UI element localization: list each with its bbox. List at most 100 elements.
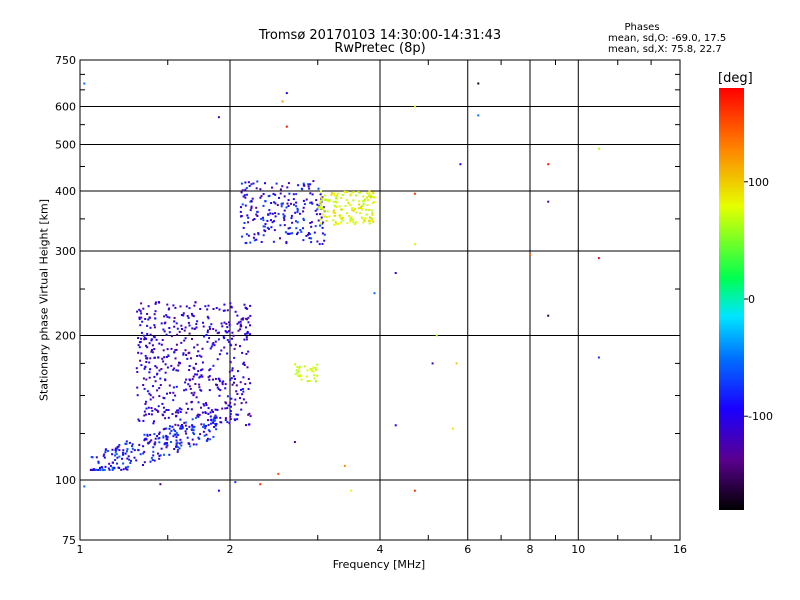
data-point bbox=[137, 337, 140, 339]
data-point bbox=[162, 436, 165, 439]
data-point bbox=[147, 305, 150, 308]
phases-o-mode: mean, sd,O: -69.0, 17.5 bbox=[608, 33, 727, 44]
data-point bbox=[144, 366, 147, 368]
data-point bbox=[224, 330, 227, 332]
data-point bbox=[175, 385, 178, 388]
data-point bbox=[305, 375, 308, 378]
data-point bbox=[345, 198, 348, 201]
data-point bbox=[266, 219, 269, 222]
data-point bbox=[351, 209, 354, 212]
data-point bbox=[210, 409, 213, 412]
data-point bbox=[231, 331, 234, 334]
data-point bbox=[157, 356, 160, 359]
data-point bbox=[336, 201, 338, 204]
data-point bbox=[133, 456, 136, 459]
data-point bbox=[226, 309, 229, 312]
data-point bbox=[283, 215, 286, 218]
data-point bbox=[151, 344, 154, 347]
data-point bbox=[207, 304, 210, 307]
data-point bbox=[185, 305, 188, 308]
data-point bbox=[164, 443, 167, 446]
data-point bbox=[193, 391, 196, 394]
data-point bbox=[138, 346, 141, 349]
data-point bbox=[199, 375, 202, 378]
data-point bbox=[455, 362, 458, 365]
data-point bbox=[302, 219, 305, 222]
data-point bbox=[290, 217, 293, 220]
data-point bbox=[196, 320, 199, 323]
data-point bbox=[149, 394, 152, 397]
data-point bbox=[230, 344, 233, 347]
data-point bbox=[138, 308, 141, 311]
data-point bbox=[158, 457, 161, 460]
data-point bbox=[240, 388, 242, 391]
data-point bbox=[180, 341, 183, 344]
data-point bbox=[176, 446, 179, 449]
data-point bbox=[139, 359, 142, 362]
data-point bbox=[116, 446, 119, 449]
data-point bbox=[154, 310, 157, 313]
data-point bbox=[209, 411, 212, 414]
data-point bbox=[125, 440, 128, 443]
data-point bbox=[245, 353, 248, 355]
data-point bbox=[204, 425, 207, 428]
data-point bbox=[142, 334, 145, 337]
data-point bbox=[167, 416, 170, 419]
data-point bbox=[349, 217, 352, 220]
data-point bbox=[247, 388, 250, 390]
y-tick-label: 200 bbox=[55, 330, 76, 343]
data-point bbox=[213, 419, 215, 422]
data-point bbox=[224, 419, 227, 422]
data-point bbox=[247, 216, 250, 219]
data-point bbox=[92, 468, 95, 471]
data-point bbox=[230, 306, 233, 309]
data-point bbox=[296, 207, 299, 210]
phases-title: Phases bbox=[624, 22, 660, 33]
data-point bbox=[309, 192, 312, 195]
data-point bbox=[179, 425, 182, 428]
data-point bbox=[362, 200, 365, 203]
data-point bbox=[126, 448, 129, 451]
x-tick-label: 16 bbox=[673, 543, 687, 556]
data-point bbox=[208, 369, 211, 372]
data-point bbox=[345, 212, 348, 215]
data-point bbox=[243, 338, 246, 341]
data-point bbox=[145, 337, 147, 340]
data-point bbox=[230, 377, 233, 380]
data-point bbox=[154, 441, 157, 444]
data-point bbox=[153, 459, 156, 462]
data-point bbox=[191, 327, 194, 330]
data-point bbox=[237, 329, 240, 332]
data-point bbox=[142, 419, 145, 422]
data-point bbox=[296, 233, 298, 236]
data-point bbox=[153, 420, 155, 423]
data-point bbox=[371, 218, 374, 221]
data-point bbox=[181, 424, 183, 426]
data-point bbox=[202, 321, 204, 324]
data-point bbox=[294, 211, 297, 214]
data-point bbox=[223, 303, 226, 306]
data-point bbox=[183, 421, 186, 424]
data-point bbox=[214, 424, 217, 427]
data-point bbox=[146, 433, 149, 436]
data-point bbox=[136, 394, 139, 397]
data-point bbox=[176, 449, 179, 452]
data-point bbox=[335, 222, 338, 225]
data-point bbox=[218, 353, 221, 356]
data-point bbox=[322, 221, 325, 224]
data-point bbox=[180, 444, 183, 447]
data-point bbox=[184, 349, 187, 352]
data-point bbox=[154, 301, 157, 304]
data-point bbox=[176, 433, 179, 436]
data-point bbox=[208, 389, 211, 392]
data-point bbox=[89, 468, 92, 471]
data-point bbox=[229, 401, 232, 404]
data-point bbox=[181, 427, 184, 430]
data-point bbox=[252, 218, 255, 221]
data-point bbox=[156, 389, 159, 392]
data-point bbox=[196, 355, 199, 357]
data-point bbox=[368, 222, 371, 225]
data-point bbox=[298, 365, 301, 368]
data-point bbox=[136, 386, 139, 389]
